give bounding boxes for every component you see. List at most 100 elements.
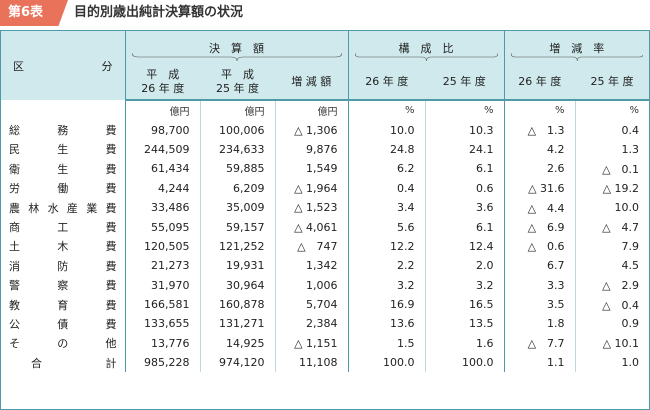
row-label-text: 総務費 bbox=[9, 124, 117, 138]
row-label: 民生費 bbox=[1, 139, 126, 160]
row-label-text: 警察費 bbox=[9, 279, 117, 293]
table-cell: 3.4 bbox=[347, 197, 426, 218]
table-cell: 59,157 bbox=[199, 217, 275, 237]
col-h26-line1: 平 成 bbox=[146, 68, 180, 81]
table-cell: △ 0.4 bbox=[574, 294, 650, 315]
total-cell: 1.1 bbox=[503, 353, 576, 373]
table-cell: 3.5 bbox=[503, 294, 576, 315]
table-row: 農林水産業費 33,486 35,009 △ 1,523 3.4 3.6 △ 4.4 10.0 bbox=[1, 197, 650, 218]
row-label-text: 労働費 bbox=[9, 182, 117, 196]
table-row: 公債費 133,655 131,271 2,384 13.6 13.5 1.8 0.9 bbox=[1, 314, 650, 334]
total-cell: 985,228 bbox=[144, 356, 190, 370]
unit-cell: 億円 bbox=[274, 100, 349, 121]
row-label-text: 公債費 bbox=[9, 317, 117, 331]
row-label: 土木費 bbox=[1, 236, 126, 257]
brace-icon bbox=[511, 53, 644, 61]
table-cell: 13.6 bbox=[347, 314, 426, 334]
table-cell: △ 10.1 bbox=[574, 333, 650, 354]
row-label: 消防費 bbox=[1, 256, 126, 276]
table-cell: △ 19.2 bbox=[574, 178, 650, 198]
table-cell: 1.3 bbox=[574, 139, 650, 160]
table-cell: △ 6.9 bbox=[503, 217, 576, 237]
table-cell: 0.4 bbox=[347, 178, 426, 198]
col-zogen-26: 26 年 度 bbox=[503, 65, 576, 101]
table-cell: 59,885 bbox=[199, 159, 275, 179]
col-h26: 平 成 26 年 度 bbox=[125, 65, 200, 101]
table-cell: △ 4.4 bbox=[503, 197, 576, 218]
row-label: 公債費 bbox=[1, 314, 126, 334]
table-cell: 3.3 bbox=[503, 275, 576, 295]
table-cell: 0.6 bbox=[424, 178, 505, 198]
row-label-text: 商工費 bbox=[9, 221, 117, 235]
table-cell: 6.1 bbox=[424, 159, 505, 179]
row-label-text: 教育費 bbox=[9, 298, 117, 312]
title-bar: 第6表 目的別歳出純計決算額の状況 bbox=[0, 0, 650, 26]
table-row: その他 13,776 14,925 △ 1,151 1.5 1.6 △ 7.7 △ 10.1 bbox=[1, 333, 650, 354]
table-cell: 2,384 bbox=[274, 314, 349, 334]
table-cell: 12.4 bbox=[424, 236, 505, 257]
table-row: 教育費 166,581 160,878 5,704 16.9 16.5 3.5 △ 0.4 bbox=[1, 294, 650, 315]
table-cell: 12.2 bbox=[347, 236, 426, 257]
table-cell: 2.6 bbox=[503, 159, 576, 179]
table-cell: △ 2.9 bbox=[574, 275, 650, 295]
table-cell: 0.4 bbox=[574, 120, 650, 140]
row-label: 総務費 bbox=[1, 120, 126, 140]
col-h26-line2: 26 年 度 bbox=[141, 82, 185, 95]
unit-cell: 億円 bbox=[199, 100, 275, 121]
table-cell: △ 31.6 bbox=[503, 178, 576, 198]
total-cell: 100.0 bbox=[424, 353, 505, 373]
table-cell: △ 4,061 bbox=[274, 217, 349, 237]
total-row: 合計 985,228 974,120 11,108 100.0 100.0 1.… bbox=[1, 353, 650, 373]
row-label: 労働費 bbox=[1, 178, 126, 198]
table-cell: 5,704 bbox=[274, 294, 349, 315]
table-cell: 166,581 bbox=[144, 298, 190, 312]
col-kosei-25: 25 年 度 bbox=[425, 65, 505, 101]
group-zogenritsu-label: 増 減 率 bbox=[549, 42, 605, 55]
table-cell: 31,970 bbox=[151, 278, 190, 292]
table-cell: 13.5 bbox=[424, 314, 505, 334]
table-cell: 4.5 bbox=[574, 256, 650, 276]
table-cell: △ 0.6 bbox=[503, 236, 576, 257]
table-cell: △ 0.1 bbox=[574, 159, 650, 179]
kubun-left: 区 bbox=[13, 59, 24, 73]
table-cell: 5.6 bbox=[347, 217, 426, 237]
table-cell: △ 4.7 bbox=[574, 217, 650, 237]
brace-icon bbox=[132, 53, 342, 61]
col-h25-line1: 平 成 bbox=[221, 68, 254, 81]
table-row: 労働費 4,244 6,209 △ 1,964 0.4 0.6 △ 31.6 △ 19.2 bbox=[1, 178, 650, 198]
table-cell: 6.7 bbox=[503, 256, 576, 276]
table-cell: 7.9 bbox=[574, 236, 650, 257]
table-row: 総務費 98,700 100,006 △ 1,306 10.0 10.3 △ 1.3 0.4 bbox=[1, 120, 650, 140]
table-cell: 3.2 bbox=[424, 275, 505, 295]
table-row: 警察費 31,970 30,964 1,006 3.2 3.2 3.3 △ 2.9 bbox=[1, 275, 650, 295]
table-cell: 6.2 bbox=[347, 159, 426, 179]
table-cell: 100,006 bbox=[199, 120, 275, 140]
table-cell: 6.1 bbox=[424, 217, 505, 237]
total-cell: 1.0 bbox=[574, 353, 650, 373]
group-zogenritsu: 増 減 率 bbox=[503, 31, 650, 65]
table-cell: 4,244 bbox=[158, 181, 190, 195]
row-label: その他 bbox=[1, 333, 126, 354]
table-row: 衛生費 61,434 59,885 1,549 6.2 6.1 2.6 △ 0.1 bbox=[1, 159, 650, 179]
group-kessangaku: 決 算 額 bbox=[125, 31, 349, 65]
row-label-text: 土木費 bbox=[9, 240, 117, 254]
group-koseihi-label: 構 成 比 bbox=[398, 42, 454, 55]
table-cell: 10.3 bbox=[424, 120, 505, 140]
col-zogengaku: 増 減 額 bbox=[275, 65, 349, 101]
table-cell: 98,700 bbox=[151, 123, 190, 137]
table-cell: 19,931 bbox=[199, 256, 275, 276]
table-cell: △ 1,964 bbox=[274, 178, 349, 198]
row-label: 警察費 bbox=[1, 275, 126, 295]
table-cell: 133,655 bbox=[144, 317, 190, 331]
table-number-tag: 第6表 bbox=[0, 0, 68, 26]
table-cell: 131,271 bbox=[199, 314, 275, 334]
unit-cell: % bbox=[503, 100, 576, 121]
table-cell: 2.0 bbox=[424, 256, 505, 276]
table-cell: 6,209 bbox=[199, 178, 275, 198]
group-koseihi: 構 成 比 bbox=[347, 31, 505, 65]
unit-cell: % bbox=[347, 100, 426, 121]
table-cell: 234,633 bbox=[199, 139, 275, 160]
row-label-text: 衛生費 bbox=[9, 162, 117, 176]
table-cell: △ 7.7 bbox=[503, 333, 576, 354]
row-label-text: 農林水産業費 bbox=[9, 201, 117, 215]
